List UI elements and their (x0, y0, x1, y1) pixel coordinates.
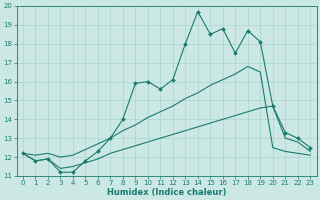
X-axis label: Humidex (Indice chaleur): Humidex (Indice chaleur) (107, 188, 226, 197)
